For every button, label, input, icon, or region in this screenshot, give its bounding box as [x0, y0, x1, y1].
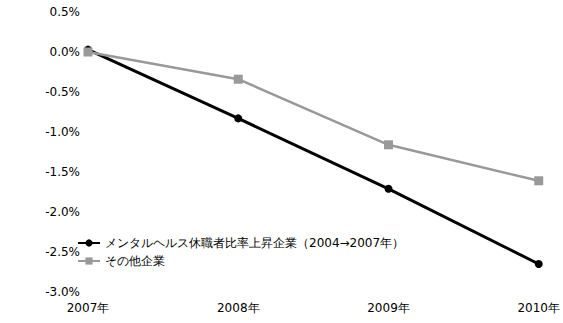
svg-text:-2.5%: -2.5% [45, 245, 80, 259]
svg-text:-3.0%: -3.0% [45, 285, 80, 299]
svg-text:2010年: 2010年 [517, 301, 560, 315]
svg-text:2009年: 2009年 [367, 301, 410, 315]
svg-text:0.0%: 0.0% [50, 45, 81, 59]
svg-text:-2.0%: -2.0% [45, 205, 80, 219]
svg-text:-1.0%: -1.0% [45, 125, 80, 139]
svg-text:0.5%: 0.5% [50, 5, 81, 19]
svg-text:2007年: 2007年 [67, 301, 110, 315]
svg-text:-0.5%: -0.5% [45, 85, 80, 99]
svg-text:メンタルヘルス休職者比率上昇企業（2004→2007年）: メンタルヘルス休職者比率上昇企業（2004→2007年） [105, 236, 404, 250]
svg-text:-1.5%: -1.5% [45, 165, 80, 179]
svg-text:2008年: 2008年 [217, 301, 260, 315]
svg-text:その他企業: その他企業 [105, 254, 165, 268]
